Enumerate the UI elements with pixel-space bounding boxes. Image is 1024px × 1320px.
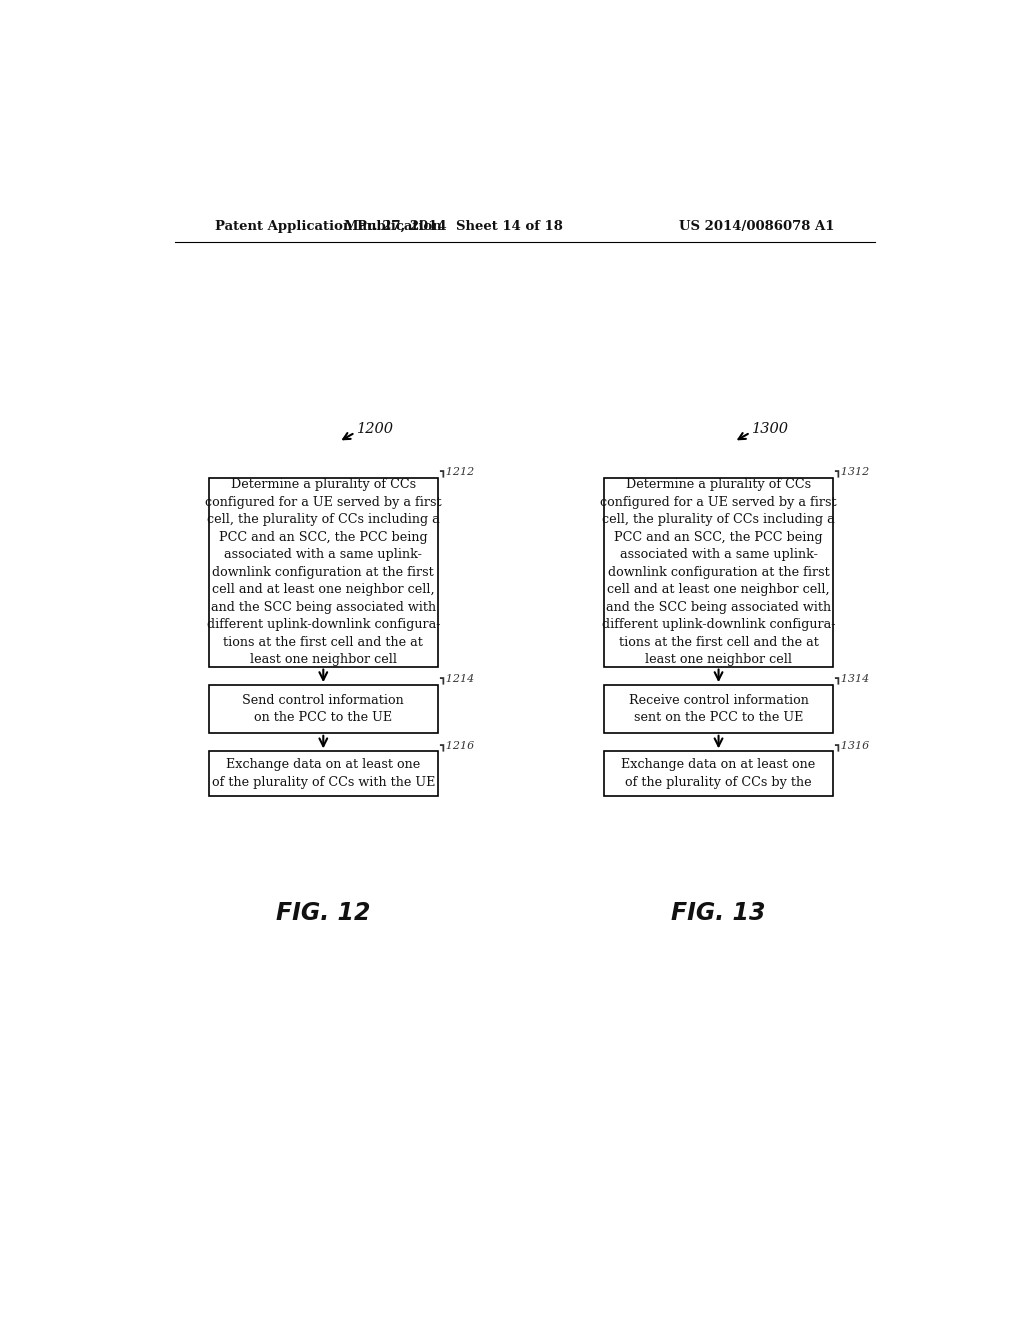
Text: 1300: 1300	[752, 422, 788, 437]
Text: Determine a plurality of CCs
configured for a UE served by a first
cell, the plu: Determine a plurality of CCs configured …	[205, 478, 441, 667]
Text: Mar. 27, 2014  Sheet 14 of 18: Mar. 27, 2014 Sheet 14 of 18	[344, 219, 563, 232]
Text: Exchange data on at least one
of the plurality of CCs with the UE: Exchange data on at least one of the plu…	[212, 759, 435, 789]
Text: FIG. 13: FIG. 13	[672, 902, 766, 925]
Text: Patent Application Publication: Patent Application Publication	[215, 219, 441, 232]
Text: Send control information
on the PCC to the UE: Send control information on the PCC to t…	[243, 694, 404, 725]
Text: US 2014/0086078 A1: US 2014/0086078 A1	[679, 219, 835, 232]
Text: ┓1212: ┓1212	[439, 466, 474, 478]
Bar	[209, 478, 437, 667]
Text: ┓1316: ┓1316	[835, 741, 869, 751]
Text: Receive control information
sent on the PCC to the UE: Receive control information sent on the …	[629, 694, 809, 725]
Text: Determine a plurality of CCs
configured for a UE served by a first
cell, the plu: Determine a plurality of CCs configured …	[600, 478, 837, 667]
Text: ┓1314: ┓1314	[835, 673, 869, 684]
Bar	[604, 478, 833, 667]
Text: ┓1216: ┓1216	[439, 741, 474, 751]
Bar	[604, 685, 833, 733]
Text: 1200: 1200	[356, 422, 393, 437]
Text: ┓1214: ┓1214	[439, 673, 474, 684]
Bar	[209, 685, 437, 733]
Bar	[209, 751, 437, 796]
Text: FIG. 12: FIG. 12	[276, 902, 371, 925]
Text: Exchange data on at least one
of the plurality of CCs by the: Exchange data on at least one of the plu…	[622, 759, 816, 789]
Bar	[604, 751, 833, 796]
Text: ┓1312: ┓1312	[835, 466, 869, 478]
